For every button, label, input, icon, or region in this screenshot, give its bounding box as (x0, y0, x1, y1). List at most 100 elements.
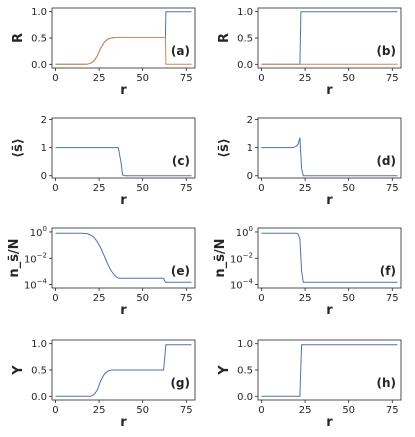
x-tick-label: 75 (386, 183, 399, 194)
x-axis-label: r (120, 193, 127, 208)
x-tick-label: 25 (299, 293, 312, 304)
x-tick-label: 25 (299, 73, 312, 84)
x-axis-label: r (120, 415, 127, 430)
x-axis-label: r (326, 415, 333, 430)
panel-label: (c) (172, 154, 190, 168)
series-line (261, 137, 398, 177)
x-tick-label: 75 (180, 405, 193, 416)
y-tick-label: 2 (247, 115, 253, 126)
y-tick-label: 10−2 (230, 251, 253, 265)
y-tick-label: 1.0 (237, 339, 253, 350)
x-tick-label: 75 (386, 73, 399, 84)
x-tick-label: 0 (52, 183, 58, 194)
y-tick-label: 0 (247, 171, 253, 182)
x-tick-label: 0 (258, 405, 264, 416)
x-tick-label: 0 (52, 405, 58, 416)
y-tick-label: 0.0 (31, 60, 47, 71)
x-tick-label: 75 (180, 73, 193, 84)
y-axis-label: n_s̄/N (7, 238, 22, 277)
x-tick-label: 25 (93, 73, 106, 84)
x-tick-label: 50 (342, 293, 355, 304)
x-tick-label: 50 (342, 183, 355, 194)
y-tick-label: 1.0 (237, 7, 253, 18)
y-tick-label: 1.0 (31, 339, 47, 350)
y-tick-label: 0.5 (31, 34, 47, 45)
x-tick-label: 75 (180, 183, 193, 194)
panel-label: (a) (171, 44, 190, 58)
y-tick-label: 0.0 (31, 392, 47, 403)
x-tick-label: 50 (136, 183, 149, 194)
y-tick-label: 0 (41, 171, 47, 182)
chart-panel: 0 25 50 75 0 1 2 r ⟨s̄⟩ (c) (11, 115, 196, 208)
y-tick-label: 2 (41, 115, 47, 126)
x-tick-label: 0 (52, 293, 58, 304)
x-tick-label: 50 (136, 73, 149, 84)
x-tick-label: 25 (93, 405, 106, 416)
chart-panel: 0 25 50 75 100 10−2 10−4 r n_s̄/N (f) (213, 225, 402, 318)
y-tick-label: 0.5 (237, 34, 253, 45)
x-tick-label: 75 (386, 405, 399, 416)
y-tick-label: 10−4 (230, 278, 254, 292)
x-axis-label: r (326, 83, 333, 98)
x-tick-label: 50 (342, 73, 355, 84)
x-tick-label: 25 (93, 293, 106, 304)
y-tick-label: 0.5 (237, 366, 253, 377)
x-tick-label: 0 (258, 293, 264, 304)
y-tick-label: 0.0 (237, 392, 253, 403)
chart-panel: 0 25 50 75 0.0 0.5 1.0 r Y (g) (11, 339, 196, 430)
plot-frame (257, 227, 402, 289)
y-tick-label: 100 (30, 225, 47, 239)
x-axis-label: r (120, 303, 127, 318)
panel-label: (e) (171, 264, 190, 278)
y-tick-label: 10−2 (24, 251, 47, 265)
chart-panel: 0 25 50 75 100 10−2 10−4 r n_s̄/N (e) (7, 225, 196, 318)
x-axis-label: r (326, 193, 333, 208)
chart-panel: 0 25 50 75 0 1 2 r ⟨s̄⟩ (d) (217, 115, 402, 208)
x-tick-label: 50 (136, 293, 149, 304)
y-tick-label: 1 (41, 143, 47, 154)
series-line (55, 37, 192, 65)
y-tick-label: 0.5 (31, 366, 47, 377)
panel-label: (b) (376, 44, 396, 58)
series-line (261, 344, 398, 397)
series-line (55, 344, 192, 397)
y-tick-label: 1.0 (31, 7, 47, 18)
y-tick-label: 100 (236, 225, 253, 239)
y-tick-label: 0.0 (237, 60, 253, 71)
y-axis-label: ⟨s̄⟩ (11, 138, 26, 158)
x-tick-label: 25 (299, 405, 312, 416)
y-axis-label: Y (11, 365, 26, 376)
x-axis-label: r (120, 83, 127, 98)
series-line (55, 232, 192, 283)
plot-frame (257, 339, 402, 401)
x-tick-label: 50 (136, 405, 149, 416)
x-tick-label: 25 (93, 183, 106, 194)
x-tick-label: 0 (258, 73, 264, 84)
chart-panel: 0 25 50 75 0.0 0.5 1.0 r Y (h) (217, 339, 402, 430)
y-axis-label: n_s̄/N (213, 238, 228, 277)
series-line (55, 147, 192, 177)
x-tick-label: 50 (342, 405, 355, 416)
x-tick-label: 0 (52, 73, 58, 84)
y-tick-label: 1 (247, 143, 253, 154)
x-tick-label: 25 (299, 183, 312, 194)
panel-label: (f) (380, 264, 396, 278)
series-line (261, 232, 398, 283)
chart-panel: 0 25 50 75 0.0 0.5 1.0 r R (a) (11, 7, 196, 98)
panel-label: (d) (376, 154, 396, 168)
x-tick-label: 0 (258, 183, 264, 194)
panel-label: (h) (376, 376, 396, 390)
y-axis-label: R (11, 33, 26, 43)
panel-label: (g) (170, 376, 190, 390)
plot-frame (51, 227, 196, 289)
x-tick-label: 75 (386, 293, 399, 304)
plot-frame (51, 117, 196, 179)
chart-panel: 0 25 50 75 0.0 0.5 1.0 r R (b) (217, 7, 402, 98)
y-axis-label: Y (217, 365, 232, 376)
x-axis-label: r (326, 303, 333, 318)
y-axis-label: R (217, 33, 232, 43)
plot-frame (257, 117, 402, 179)
y-axis-label: ⟨s̄⟩ (217, 138, 232, 158)
y-tick-label: 10−4 (24, 278, 48, 292)
